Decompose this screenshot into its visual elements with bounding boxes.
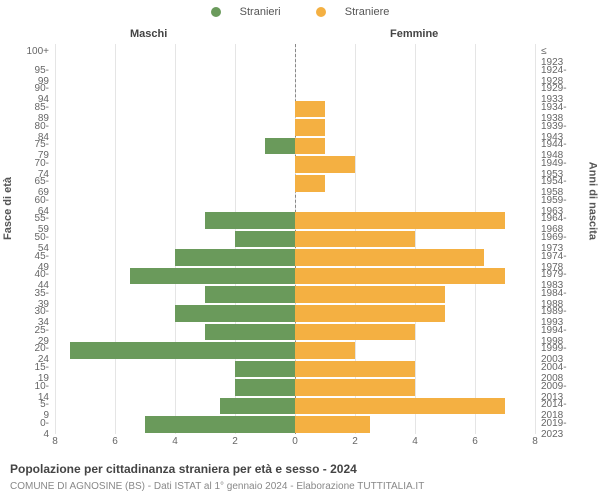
bar-male <box>205 286 295 303</box>
bar-female <box>295 119 325 136</box>
x-tick: 4 <box>412 436 418 447</box>
chart-subtitle: COMUNE DI AGNOSINE (BS) - Dati ISTAT al … <box>10 481 424 492</box>
bar-female <box>295 361 415 378</box>
bar-female <box>295 379 415 396</box>
age-label: 0-4 <box>40 418 49 440</box>
bar-male <box>70 342 295 359</box>
bar-female <box>295 268 505 285</box>
bar-male <box>145 416 295 433</box>
bar-female <box>295 156 355 173</box>
x-tick: 6 <box>112 436 118 447</box>
legend-swatch-female <box>316 7 326 17</box>
age-row: 45-491974-1978 <box>55 248 535 267</box>
age-row: 35-391984-1988 <box>55 285 535 304</box>
legend: Stranieri Straniere <box>0 6 600 18</box>
x-tick: 2 <box>232 436 238 447</box>
bar-female <box>295 342 355 359</box>
age-row: 85-891934-1938 <box>55 100 535 119</box>
bar-male <box>130 268 295 285</box>
bar-male <box>220 398 295 415</box>
age-row: 90-941929-1933 <box>55 81 535 100</box>
bar-female <box>295 416 370 433</box>
bar-male <box>235 361 295 378</box>
bar-male <box>265 138 295 155</box>
section-label-male: Maschi <box>130 28 167 40</box>
bar-male <box>205 212 295 229</box>
age-row: 0-42019-2023 <box>55 415 535 434</box>
age-row: 25-291994-1998 <box>55 323 535 342</box>
age-row: 80-841939-1943 <box>55 118 535 137</box>
y-axis-label-left: Fasce di età <box>2 177 14 240</box>
age-row: 55-591964-1968 <box>55 211 535 230</box>
bar-female <box>295 101 325 118</box>
age-row: 5-92014-2018 <box>55 397 535 416</box>
chart-title: Popolazione per cittadinanza straniera p… <box>10 462 357 476</box>
legend-label-male: Stranieri <box>240 6 281 18</box>
age-row: 50-541969-1973 <box>55 230 535 249</box>
bar-female <box>295 286 445 303</box>
x-tick: 6 <box>472 436 478 447</box>
bar-male <box>205 324 295 341</box>
bar-female <box>295 398 505 415</box>
bar-female <box>295 175 325 192</box>
age-row: 75-791944-1948 <box>55 137 535 156</box>
age-row: 40-441979-1983 <box>55 267 535 286</box>
x-tick: 2 <box>352 436 358 447</box>
age-label: 100+ <box>26 46 49 57</box>
bar-female <box>295 231 415 248</box>
bar-male <box>235 379 295 396</box>
x-tick: 0 <box>292 436 298 447</box>
age-row: 65-691954-1958 <box>55 174 535 193</box>
bar-female <box>295 212 505 229</box>
age-row: 95-991924-1928 <box>55 63 535 82</box>
pyramid-chart: 864202468100+≤ 192395-991924-192890-9419… <box>55 44 535 434</box>
y-axis-label-right: Anni di nascita <box>586 162 598 240</box>
age-row: 15-192004-2008 <box>55 360 535 379</box>
x-tick: 8 <box>532 436 538 447</box>
age-row: 70-741949-1953 <box>55 155 535 174</box>
section-label-female: Femmine <box>390 28 438 40</box>
bar-female <box>295 138 325 155</box>
grid-line <box>535 44 536 434</box>
bar-male <box>175 305 295 322</box>
x-tick: 4 <box>172 436 178 447</box>
birth-label: 2019-2023 <box>541 418 567 440</box>
bar-male <box>235 231 295 248</box>
age-row: 60-641959-1963 <box>55 193 535 212</box>
age-row: 20-241999-2003 <box>55 341 535 360</box>
bar-female <box>295 249 484 266</box>
bar-female <box>295 305 445 322</box>
age-row: 10-142009-2013 <box>55 378 535 397</box>
legend-swatch-male <box>211 7 221 17</box>
bar-female <box>295 324 415 341</box>
age-row: 100+≤ 1923 <box>55 44 535 63</box>
age-row: 30-341989-1993 <box>55 304 535 323</box>
x-tick: 8 <box>52 436 58 447</box>
bar-male <box>175 249 295 266</box>
legend-label-female: Straniere <box>345 6 390 18</box>
